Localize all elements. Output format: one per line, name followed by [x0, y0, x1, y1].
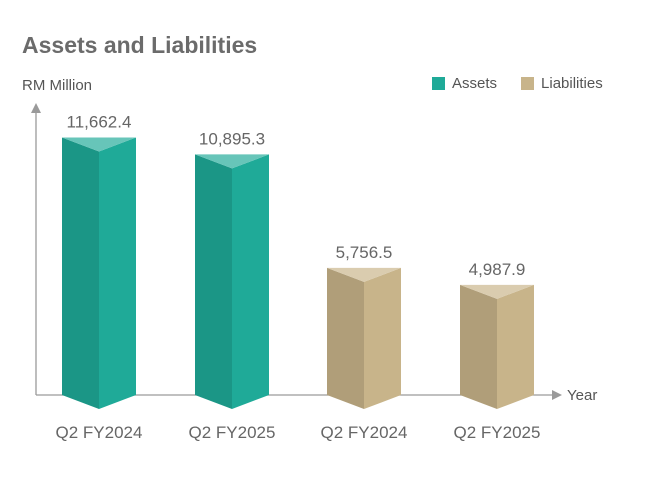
- bar-left-face: [327, 267, 364, 409]
- bar-top-face: [460, 284, 534, 299]
- bar-liabilities-2: [460, 284, 534, 409]
- legend-item-assets: Assets: [432, 75, 497, 92]
- chart-title: Assets and Liabilities: [22, 32, 258, 58]
- x-tick-label: Q2 FY2025: [189, 423, 276, 442]
- x-tick-label: Q2 FY2024: [56, 423, 143, 442]
- legend-item-liabilities: Liabilities: [521, 75, 603, 92]
- chart-bars: [62, 137, 534, 410]
- bar-assets-1: [62, 137, 136, 410]
- bar-right-face: [497, 284, 534, 409]
- x-tick-label: Q2 FY2025: [454, 423, 541, 442]
- bar-left-face: [195, 154, 232, 409]
- data-label: 5,756.5: [336, 243, 393, 262]
- legend-swatch-liabilities: [521, 77, 535, 90]
- bar-top-face: [62, 137, 136, 152]
- x-tick-label: Q2 FY2024: [321, 423, 408, 442]
- legend-label-liabilities: Liabilities: [541, 75, 603, 92]
- y-axis-title: RM Million: [22, 77, 92, 94]
- bar-left-face: [62, 137, 99, 410]
- bar-top-face: [327, 267, 401, 282]
- data-label: 10,895.3: [199, 129, 265, 148]
- y-axis-arrow: [31, 103, 41, 113]
- data-label: 4,987.9: [469, 260, 526, 279]
- bar-right-face: [364, 267, 401, 409]
- bar-liabilities-1: [327, 267, 401, 409]
- legend-swatch-assets: [432, 77, 445, 90]
- data-label: 11,662.4: [67, 112, 132, 131]
- chart-labels: RM Million Year 11,662.4 Q2 FY2024 10,895.3 Q…: [22, 77, 597, 442]
- legend-label-assets: Assets: [452, 75, 498, 92]
- x-axis-arrow: [552, 390, 562, 400]
- bar-assets-2: [195, 154, 269, 409]
- bar-right-face: [99, 137, 136, 410]
- bar-top-face: [195, 154, 269, 169]
- chart-legend: Assets Liabilities: [432, 75, 627, 92]
- x-axis-title: Year: [567, 387, 597, 404]
- bar-right-face: [232, 154, 269, 409]
- bar-left-face: [460, 284, 497, 409]
